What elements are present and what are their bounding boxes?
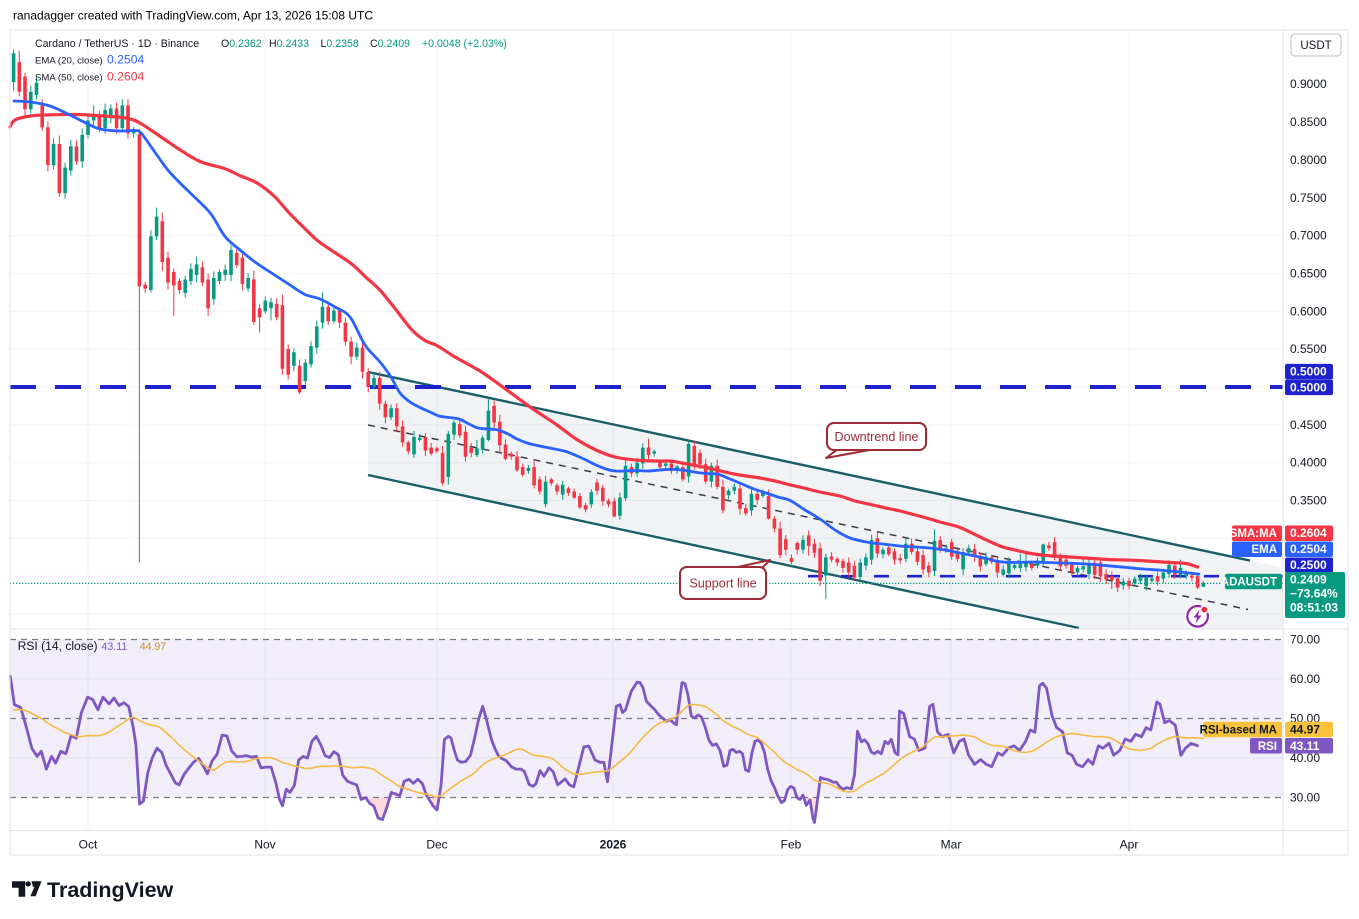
svg-text:30.00: 30.00 [1290,791,1320,805]
svg-text:ranadagger created with Tradin: ranadagger created with TradingView.com,… [13,9,373,23]
svg-text:Apr: Apr [1120,838,1139,852]
svg-text:0.8000: 0.8000 [1290,153,1327,167]
svg-text:0.4000: 0.4000 [1290,456,1327,470]
svg-text:Downtrend line: Downtrend line [834,430,918,444]
svg-text:Nov: Nov [254,838,275,852]
svg-text:60.00: 60.00 [1290,672,1320,686]
svg-text:Dec: Dec [426,838,447,852]
svg-text:0.4500: 0.4500 [1290,418,1327,432]
svg-text:0.6500: 0.6500 [1290,266,1327,280]
svg-text:USDT: USDT [1300,40,1331,52]
svg-text:Cardano / TetherUS · 1D · Bina: Cardano / TetherUS · 1D · Binance O0.2362… [35,38,507,50]
svg-text:70.00: 70.00 [1290,633,1320,647]
svg-text:0.2500: 0.2500 [1290,558,1327,572]
svg-text:0.5000: 0.5000 [1290,380,1327,394]
svg-text:0.7500: 0.7500 [1290,191,1327,205]
svg-text:0.8500: 0.8500 [1290,115,1327,129]
svg-text:Support line: Support line [689,576,756,590]
svg-text:SMA:MA: SMA:MA [1230,528,1277,540]
svg-text:0.2504: 0.2504 [1290,542,1327,556]
svg-text:TradingView: TradingView [47,878,174,902]
svg-text:0.2604: 0.2604 [1290,526,1327,540]
svg-text:0.7000: 0.7000 [1290,229,1327,243]
svg-text:0.5000: 0.5000 [1290,365,1327,379]
svg-text:0.3500: 0.3500 [1290,494,1327,508]
svg-text:44.97: 44.97 [1290,723,1320,737]
svg-text:0.9000: 0.9000 [1290,77,1327,91]
svg-text:0.6000: 0.6000 [1290,304,1327,318]
svg-text:0.5500: 0.5500 [1290,342,1327,356]
svg-text:ADAUSDT: ADAUSDT [1221,577,1277,589]
svg-text:Mar: Mar [941,838,962,852]
svg-text:Feb: Feb [781,838,802,852]
svg-text:EMA (20, close)0.2504: EMA (20, close) 0.2504 [35,53,144,67]
svg-text:40.00: 40.00 [1290,751,1320,765]
svg-text:Oct: Oct [79,838,98,852]
svg-text:EMA: EMA [1251,544,1277,556]
svg-text:2026: 2026 [600,838,627,852]
svg-text:−73.64%: −73.64% [1290,587,1338,601]
svg-text:SMA (50, close)0.2604: SMA (50, close) 0.2604 [35,70,144,84]
svg-text:08:51:03: 08:51:03 [1290,601,1338,615]
svg-text:0.2409: 0.2409 [1290,573,1327,587]
svg-text:RSI: RSI [1258,741,1277,753]
svg-text:43.11: 43.11 [1290,739,1320,753]
svg-text:RSI-based MA: RSI-based MA [1200,725,1277,737]
